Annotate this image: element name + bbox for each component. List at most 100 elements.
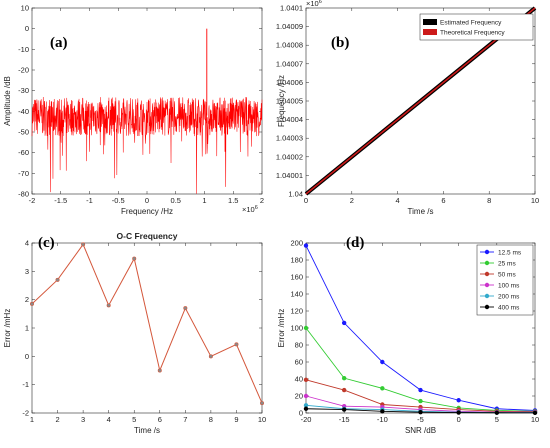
data-point [456,398,461,403]
data-point [234,342,239,347]
data-point [418,398,423,404]
data-point [380,409,385,414]
data-point [494,410,500,415]
data-point [341,375,347,381]
data-point [418,409,423,415]
x-tick-label: 3 [81,415,85,424]
data-point [106,303,111,308]
legend-label: 400 ms [498,305,520,312]
y-tick-label: 0 [25,352,29,361]
x-axis-label: Time /s [134,426,160,435]
legend-label: 50 ms [498,272,516,279]
y-tick-label: -20 [18,66,29,75]
y-tick-label: 1.04004 [276,115,303,124]
y-tick-label: 4 [25,239,29,248]
y-tick-label: 60 [295,358,303,367]
x-tick-label: -2 [29,196,36,205]
x-tick-label: 1 [202,196,206,205]
legend-marker [484,304,490,310]
y-tick-label: -2 [22,409,29,418]
y-tick-label: -30 [18,86,29,95]
x-tick-label: 6 [441,196,445,205]
y-tick-label: 10 [21,4,29,13]
legend-label: 100 ms [498,283,520,290]
y-tick-label: 1.04009 [276,22,303,31]
y-tick-label: 1.04006 [276,78,303,87]
data-point [208,354,213,359]
legend-box [419,13,534,41]
legend-label: Theoretical Frequency [440,30,505,37]
x-tick-label: 6 [158,415,162,424]
data-point [380,359,385,365]
x-tick-label: 8 [487,196,491,205]
data-point [341,320,347,326]
y-tick-label: 1.04007 [276,59,303,68]
legend-swatch [423,19,437,25]
x-tick-label: 4 [107,415,111,424]
plot-area-c [31,242,263,414]
data-point [341,387,347,393]
y-tick-label: 1.04005 [276,97,303,106]
data-point [183,306,188,311]
legend-label: 25 ms [498,261,516,268]
y-axis-label: Error /mHz [3,309,12,348]
x-tick-label: -5 [417,415,424,424]
x-tick-label: 0.5 [171,196,181,205]
legend-swatch [423,29,437,35]
legend-marker [484,282,490,288]
y-tick-label: 80 [295,341,303,350]
series-line [31,243,263,404]
axis-exponent-power: 6 [319,0,322,5]
x-tick-label: -20 [301,415,312,424]
y-tick-label: 3 [25,267,29,276]
x-tick-label: 2 [350,196,354,205]
panel-c: 1 2 3 4 5 6 7 8 9 10 -2 -1 0 1 2 3 4 Time /s Error /mHz O-C… [3,231,266,435]
y-tick-label: 140 [290,290,303,299]
y-tick-label: -1 [22,380,29,389]
x-tick-label: 5 [132,415,136,424]
y-tick-label: -40 [18,107,29,116]
data-point [456,410,461,415]
y-tick-label: -70 [18,169,29,178]
x-tick-label: 2 [55,415,59,424]
panel-label: (c) [38,235,55,251]
y-tick-label: 1.0401 [280,4,303,13]
data-point [303,406,309,411]
data-point [81,242,86,247]
y-tick-label: 1.04002 [276,152,303,161]
data-point [303,393,309,399]
y-tick-label: 0 [25,24,29,33]
x-tick-label: 7 [183,415,187,424]
y-tick-label: 1.04001 [276,171,303,180]
axis-exponent-power: 6 [255,205,258,211]
y-tick-label: 200 [290,239,303,248]
x-tick-label: 2 [260,196,264,205]
data-point [259,401,264,406]
axis-exponent: ×106 [242,205,258,214]
y-tick-label: 1.04 [288,190,303,199]
x-tick-label: -0.5 [112,196,125,205]
x-tick-label: 9 [234,415,238,424]
data-point [29,301,34,306]
data-point [303,403,309,408]
axis-exponent-base: ×10 [242,205,255,214]
legend-box [476,244,534,316]
panel-label: (d) [346,235,364,251]
panel-label: (b) [331,35,349,51]
x-tick-label: -1 [86,196,93,205]
panel-a: -2 -1.5 -1 -0.5 0 0.5 1 1.5 2 -80 -70 -60 -50 -40 -30 -… [3,4,264,217]
y-tick-label: 1 [25,324,29,333]
legend-marker [484,249,490,255]
y-tick-label: 160 [290,273,303,282]
y-tick-label: -60 [18,148,29,157]
y-tick-label: 40 [295,375,303,384]
y-tick-label: 180 [290,256,303,265]
legend-label: Estimated Frequency [440,20,502,27]
legend-marker [484,260,490,266]
x-axis-label: Frequency /Hz [121,207,173,216]
data-point [303,325,309,331]
x-tick-label: 10 [258,415,266,424]
legend-label: 200 ms [498,294,520,301]
y-tick-label: -50 [18,128,29,137]
